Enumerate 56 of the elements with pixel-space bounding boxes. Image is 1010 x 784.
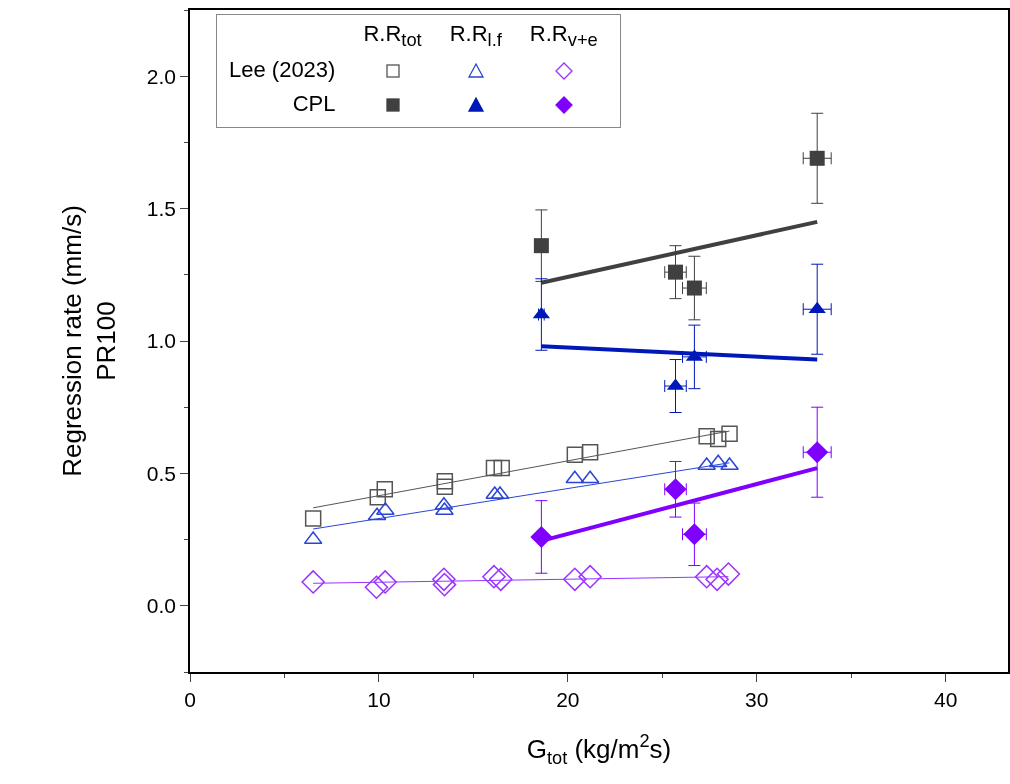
point	[493, 459, 510, 477]
x-tick-label: 30	[745, 687, 769, 711]
x-tick-label: 20	[556, 687, 580, 711]
point	[721, 425, 738, 442]
point	[708, 454, 728, 468]
point	[563, 567, 587, 592]
y-tick-label: 1.0	[146, 329, 177, 353]
y-tick-label: 0.5	[146, 461, 177, 485]
point	[705, 567, 729, 592]
point	[581, 443, 599, 461]
point	[301, 570, 325, 594]
point	[694, 564, 719, 589]
point	[566, 446, 584, 464]
y-tick-label: 0.0	[146, 594, 177, 618]
point	[686, 280, 702, 296]
point	[432, 572, 457, 597]
point	[303, 531, 323, 545]
point	[304, 510, 322, 527]
x-tick-label: 10	[367, 687, 391, 711]
point	[364, 575, 389, 600]
legend-label: Lee (2023)	[228, 56, 337, 84]
point	[664, 478, 687, 501]
point	[436, 478, 454, 495]
point	[806, 441, 829, 464]
point	[432, 567, 456, 592]
point	[373, 570, 397, 594]
annotation: R.R$_{v+e}$	[528, 19, 599, 53]
point	[369, 488, 387, 506]
point	[488, 567, 513, 592]
point	[565, 470, 585, 484]
x-tick-label: 40	[933, 687, 958, 711]
legend-label: CPL	[291, 90, 337, 118]
point	[698, 428, 715, 445]
point	[485, 459, 503, 477]
point	[809, 150, 825, 166]
x-tick-label: 0	[184, 687, 196, 711]
annotation: R.R$_{tot}$	[362, 19, 423, 53]
point	[367, 507, 387, 521]
x-axis-title: G$_{tot}$ (kg/m$^{2}$s)	[526, 731, 672, 768]
point	[716, 562, 741, 586]
point	[436, 473, 454, 490]
point	[376, 481, 394, 498]
y-tick-label: 2.0	[146, 64, 177, 88]
y-axis-title: Regression rate (mm/s) PR100	[56, 205, 121, 477]
point	[580, 470, 600, 484]
point	[683, 523, 706, 546]
point	[482, 564, 506, 589]
point	[578, 564, 602, 589]
point	[485, 486, 505, 500]
point	[434, 496, 454, 510]
point	[668, 264, 684, 280]
point	[709, 430, 727, 448]
point	[490, 486, 510, 500]
annotation: R.R$_{l.f}$	[448, 19, 503, 53]
point	[533, 238, 549, 254]
y-tick-label: 1.5	[146, 196, 177, 220]
